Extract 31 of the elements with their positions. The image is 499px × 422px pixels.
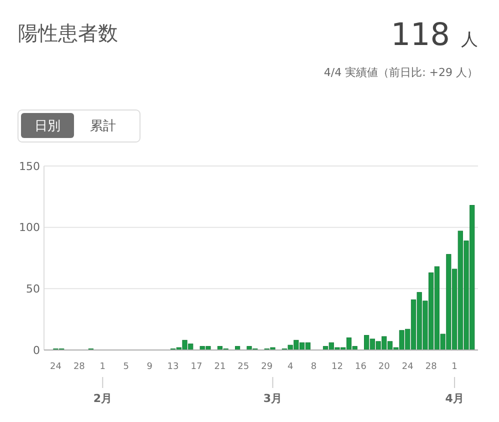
y-tick-label: 50	[26, 282, 40, 296]
y-tick-label: 0	[33, 344, 40, 357]
y-tick-label: 100	[19, 221, 40, 234]
text: 累計	[90, 119, 116, 134]
x2-tick-label: 2月	[93, 392, 112, 405]
x-tick-label: 17	[190, 362, 202, 372]
x-tick-label: 12	[332, 362, 343, 372]
x-tick-label: 21	[214, 362, 226, 372]
x-tick-label: 24	[402, 362, 414, 372]
x-tick-label: 8	[310, 362, 317, 372]
x-tick-label: 20	[378, 362, 390, 372]
x-tick-label: 28	[73, 362, 86, 372]
x-tick-label: 25	[238, 362, 250, 372]
x-tick-label: 29	[261, 362, 273, 372]
x-tick-label: 1	[100, 362, 106, 372]
chart-title: 陽性患者数	[18, 21, 118, 45]
text: 118	[390, 17, 450, 53]
x-tick-label: 4	[287, 362, 294, 372]
x-tick-label: 1	[452, 362, 458, 372]
y-tick-label: 150	[19, 160, 40, 173]
x-tick-label: 9	[146, 362, 153, 372]
chart-subtitle: 4/4 実績値（前日比: +29 人）	[324, 66, 478, 79]
x-tick-label: 16	[354, 362, 367, 372]
x-tick-label: 28	[425, 362, 438, 372]
x-tick-label: 5	[123, 362, 129, 372]
x2-tick-label: 4月	[445, 392, 464, 405]
x-tick-label: 24	[50, 362, 62, 372]
text: 人	[461, 30, 478, 50]
text: 日別	[34, 119, 60, 134]
x-tick-label: 13	[167, 362, 179, 372]
x2-tick-label: 3月	[263, 392, 282, 405]
